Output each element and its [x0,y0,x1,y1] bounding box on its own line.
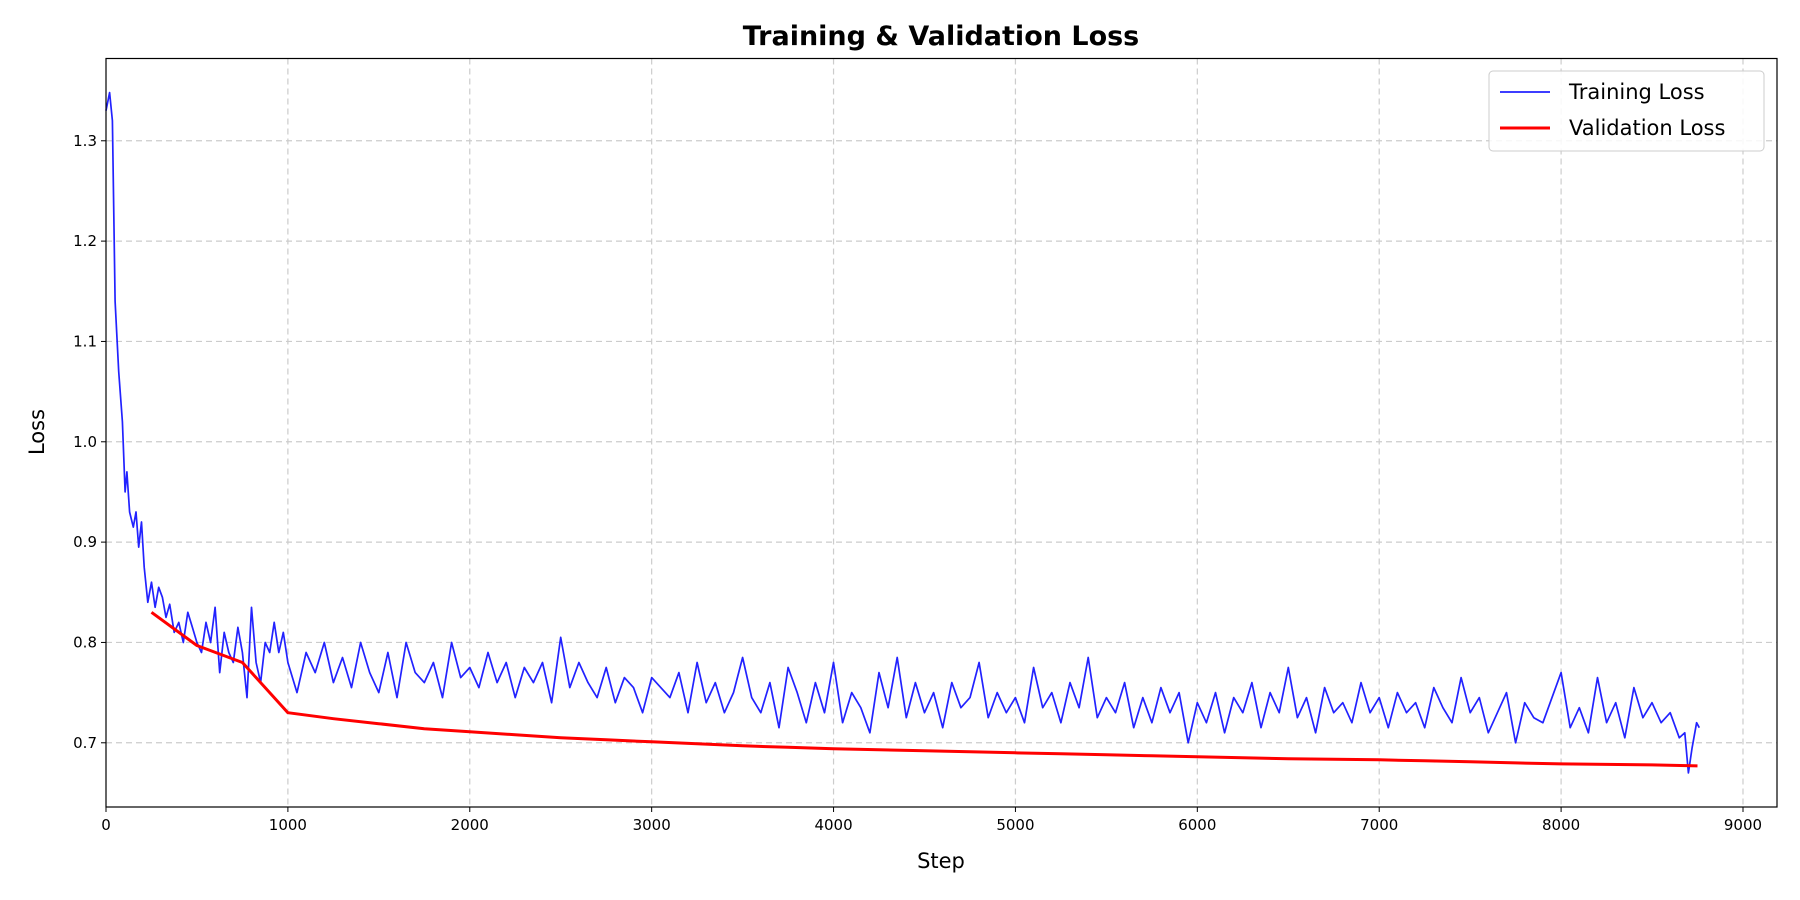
x-axis-label: Step [917,849,965,873]
y-tick-label: 1.3 [73,132,97,150]
y-tick-label: 1.0 [73,433,97,451]
x-tick-label: 5000 [996,816,1034,834]
y-tick-label: 0.8 [73,633,97,651]
x-tick-label: 3000 [633,816,671,834]
x-tick-label: 4000 [814,816,852,834]
x-tick-label: 1000 [269,816,307,834]
legend-label-training: Training Loss [1568,80,1705,104]
chart-title: Training & Validation Loss [743,21,1140,52]
y-tick-label: 0.7 [73,734,97,752]
legend-box [1488,70,1765,152]
x-tick-label: 8000 [1542,816,1580,834]
grid-lines [106,58,1777,807]
y-tick-label: 0.9 [73,533,97,551]
training-loss-line [105,91,1701,774]
y-tick-label: 1.1 [73,332,97,350]
y-tick-label: 1.2 [73,232,97,250]
x-tick-label: 6000 [1178,816,1216,834]
legend: Training Loss Validation Loss [1488,70,1765,152]
legend-label-validation: Validation Loss [1569,116,1725,140]
x-tick-label: 0 [101,816,111,834]
axis-ticks: 0 1000 2000 3000 4000 5000 6000 7000 8000 9000 0.7… [73,132,1762,834]
x-tick-label: 2000 [451,816,489,834]
plot-frame [105,57,1778,808]
y-axis-label: Loss [25,409,49,455]
validation-loss-line [150,611,1698,768]
x-tick-label: 7000 [1360,816,1398,834]
x-tick-label: 9000 [1724,816,1762,834]
series-lines [105,91,1701,774]
